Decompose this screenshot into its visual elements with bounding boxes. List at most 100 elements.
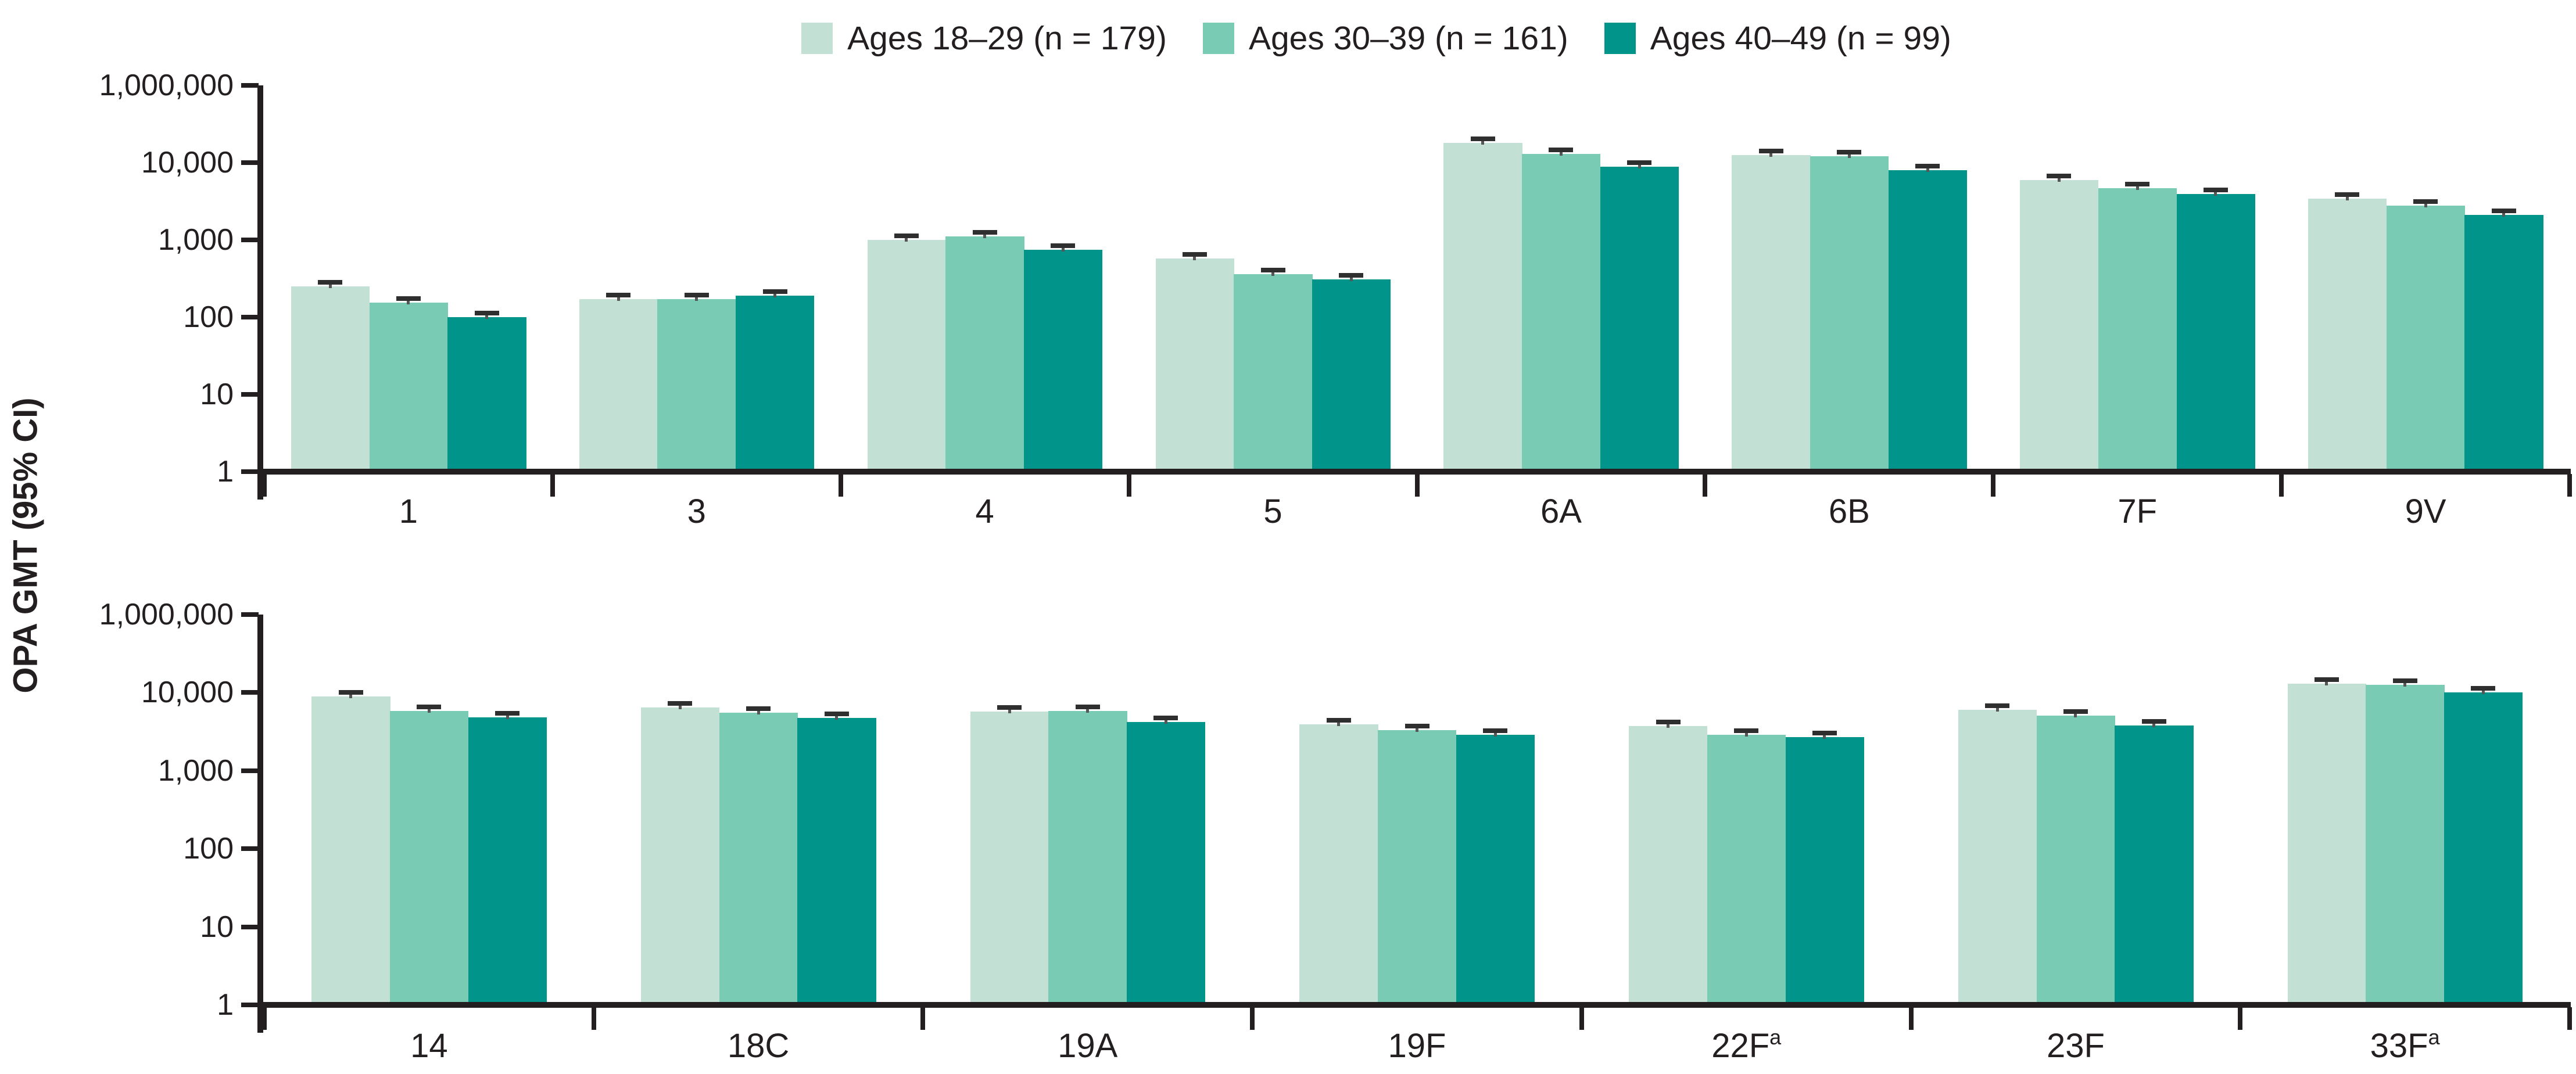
error-bar-stem <box>349 691 353 698</box>
x-category-label: 9V <box>2309 495 2542 529</box>
error-bar-stem <box>506 712 509 720</box>
error-bar-stem <box>1164 717 1167 724</box>
error-bar-stem <box>2502 210 2506 217</box>
bar <box>736 295 815 472</box>
x-tick <box>2238 1007 2243 1030</box>
error-bar-stem <box>678 702 682 709</box>
bar <box>641 707 720 1005</box>
error-bar-cap <box>1837 150 1862 155</box>
y-tick <box>241 768 259 773</box>
error-bar-stem <box>1847 151 1851 159</box>
error-bar-cap <box>1470 137 1495 142</box>
x-tick <box>1126 474 1131 497</box>
error-bar-stem <box>2403 680 2407 687</box>
bar <box>2444 692 2523 1005</box>
serotype-label-text: 19F <box>1388 1027 1446 1065</box>
y-axis-line <box>257 615 263 1033</box>
legend-label: Ages 18–29 (n = 179) <box>847 19 1167 57</box>
error-bar-stem <box>1271 269 1275 276</box>
error-bar-cap <box>2203 188 2228 193</box>
error-bar-stem <box>1823 731 1826 739</box>
legend-label: Ages 30–39 (n = 161) <box>1248 19 1568 57</box>
legend-swatch-icon <box>1202 23 1234 54</box>
y-axis-line <box>257 85 263 500</box>
x-tick <box>1250 1007 1255 1030</box>
error-bar-cap <box>318 280 343 285</box>
error-bar-stem <box>427 706 431 713</box>
y-tick <box>241 83 259 88</box>
error-bar-stem <box>1008 706 1011 714</box>
x-tick <box>1991 474 1996 497</box>
serotype-label-text: 23F <box>2046 1027 2105 1065</box>
error-bar-stem <box>2136 182 2139 190</box>
serotype-label-text: 3 <box>687 493 706 530</box>
error-bar-cap <box>1051 243 1076 248</box>
x-tick <box>2279 474 2284 497</box>
bar <box>2020 180 2099 472</box>
bar <box>2115 725 2194 1005</box>
bar <box>311 696 390 1005</box>
bar <box>2176 194 2255 472</box>
x-category-label: 18C <box>642 1029 875 1063</box>
legend-item: Ages 40–49 (n = 99) <box>1604 21 1951 55</box>
error-bar-stem <box>328 281 332 289</box>
bar <box>2098 188 2177 472</box>
error-bar-cap <box>1915 163 1940 168</box>
error-bar-stem <box>2345 193 2349 201</box>
bar <box>1127 722 1206 1005</box>
error-bar-stem <box>1667 721 1669 728</box>
error-bar-cap <box>1483 728 1508 733</box>
y-axis-title: OPA GMT (95% CI) <box>6 397 45 694</box>
error-bar-stem <box>2214 189 2217 196</box>
x-category-label: 5 <box>1157 495 1389 529</box>
bar <box>1629 726 1708 1005</box>
bar <box>2366 685 2445 1005</box>
y-tick-label: 1,000,000 <box>99 69 234 102</box>
bar <box>1785 737 1864 1005</box>
bar <box>2036 715 2115 1005</box>
x-tick <box>1579 1007 1584 1030</box>
bar <box>1378 730 1457 1005</box>
error-bar-cap <box>1812 730 1837 735</box>
y-tick <box>241 924 259 929</box>
bar <box>1312 279 1391 472</box>
y-tick <box>241 1003 259 1007</box>
y-tick-label: 100 <box>183 832 234 866</box>
error-bar-stem <box>2074 710 2077 717</box>
x-category-label: 6B <box>1733 495 1965 529</box>
error-bar-cap <box>2335 192 2360 197</box>
bar <box>867 240 946 472</box>
y-tick-label: 10 <box>200 378 234 411</box>
error-bar-cap <box>396 296 421 301</box>
bar <box>390 711 469 1005</box>
bar <box>1522 153 1601 472</box>
legend: Ages 18–29 (n = 179) Ages 30–39 (n = 161)… <box>224 10 2529 66</box>
error-bar-cap <box>2141 719 2166 724</box>
error-bar-cap <box>1326 718 1351 723</box>
y-tick <box>241 612 259 617</box>
error-bar-stem <box>1926 164 1929 172</box>
error-bar-stem <box>2481 687 2485 695</box>
bar <box>2464 215 2543 472</box>
bar <box>1234 274 1313 472</box>
y-tick <box>241 690 259 695</box>
bar <box>291 286 370 472</box>
bar <box>1707 734 1786 1005</box>
serotype-label-text: 18C <box>727 1027 790 1065</box>
y-tick-label: 1 <box>217 988 234 1022</box>
bar <box>1299 724 1378 1005</box>
error-bar-cap <box>2314 677 2339 683</box>
bar <box>1732 155 1811 472</box>
x-tick <box>838 474 843 497</box>
legend-item: Ages 30–39 (n = 161) <box>1202 19 1568 57</box>
error-bar-stem <box>757 707 760 715</box>
x-category-label: 14 <box>313 1029 545 1063</box>
x-tick <box>2567 474 2572 497</box>
error-bar-cap <box>1153 716 1178 721</box>
error-bar-stem <box>1481 138 1485 145</box>
error-bar-stem <box>1349 274 1353 281</box>
serotype-label-text: 33F <box>2370 1027 2428 1065</box>
bar <box>1600 167 1679 472</box>
error-bar-stem <box>2152 720 2156 727</box>
